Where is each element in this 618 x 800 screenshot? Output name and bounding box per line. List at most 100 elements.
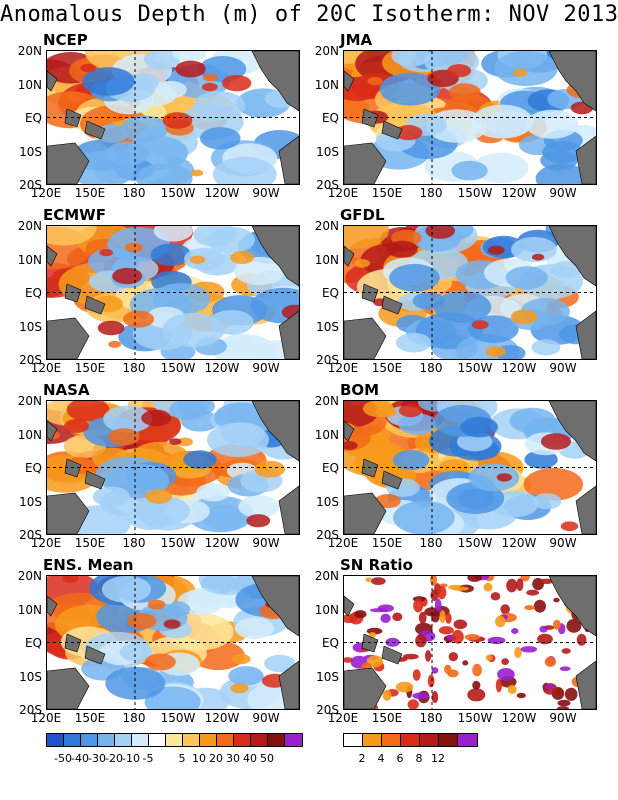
panel-title: ECMWF xyxy=(43,206,106,224)
map-frame xyxy=(343,225,597,360)
panel-title: NCEP xyxy=(43,31,88,49)
lat-tick-label: EQ xyxy=(321,111,339,125)
colorbar-tick-label: 40 xyxy=(243,752,257,765)
colorbar-swatch xyxy=(251,734,268,746)
panel-ens-mean: ENS. Mean 20N 10N EQ 10S 20S 120E 150E 180 150W 12… xyxy=(0,556,300,734)
colorbar-tick-label: 12 xyxy=(431,752,445,765)
lon-tick-label: 120E xyxy=(30,536,62,550)
panel-jma: JMA 20N 10N EQ 10S 20S 120E 150E 180 150W 120W 90W xyxy=(297,31,597,209)
anomaly-field xyxy=(344,401,596,534)
lon-tick-label: 120E xyxy=(30,361,62,375)
colorbar-swatch xyxy=(363,734,382,746)
anomaly-field xyxy=(47,401,299,534)
lat-tick-label: 20S xyxy=(19,528,42,542)
colorbar-swatch xyxy=(64,734,81,746)
map-frame xyxy=(46,400,300,535)
anomaly-field xyxy=(47,576,299,709)
map-frame xyxy=(343,400,597,535)
lon-tick-label: 180 xyxy=(122,361,146,375)
colorbar-tick-label: 20 xyxy=(209,752,223,765)
lon-tick-label: 150W xyxy=(457,536,493,550)
colorbar-tick-label: 2 xyxy=(358,752,366,765)
lon-tick-label: 120W xyxy=(501,536,537,550)
anomaly-field xyxy=(344,576,596,709)
lon-tick-label: 150E xyxy=(74,186,106,200)
colorbar-swatch xyxy=(47,734,64,746)
lon-tick-label: 180 xyxy=(122,711,146,725)
lat-tick-label: 10N xyxy=(314,77,339,92)
lat-tick-label: 10S xyxy=(316,669,339,684)
lat-tick-label: EQ xyxy=(24,111,42,125)
lon-tick-label: 90W xyxy=(252,186,280,200)
colorbar-tick-label: 10 xyxy=(192,752,206,765)
panel-title: BOM xyxy=(340,381,380,399)
anomaly-field xyxy=(47,51,299,184)
lat-tick-label: EQ xyxy=(321,286,339,300)
colorbar-swatch xyxy=(268,734,285,746)
lon-tick-label: 120W xyxy=(501,186,537,200)
colorbar-tick-label: -10 xyxy=(122,752,140,765)
lon-tick-label: 150E xyxy=(371,536,403,550)
lat-tick-label: 20S xyxy=(19,353,42,367)
lon-tick-label: 120W xyxy=(204,186,240,200)
lat-tick-label: 10S xyxy=(19,144,42,159)
lon-tick-label: 90W xyxy=(252,361,280,375)
lat-tick-label: 20N xyxy=(17,44,42,58)
lon-tick-label: 90W xyxy=(252,536,280,550)
lon-tick-label: 150W xyxy=(160,361,196,375)
lon-tick-label: 120E xyxy=(30,711,62,725)
lon-tick-label: 180 xyxy=(419,361,443,375)
panel-gfdl: GFDL 20N 10N EQ 10S 20S 120E 150E 180 150W 120W 90W xyxy=(297,206,597,384)
colorbar-tick-label: -40 xyxy=(71,752,89,765)
panel-nasa: NASA 20N 10N EQ 10S 20S 120E 150E 180 150W 120W 90W xyxy=(0,381,300,559)
lat-tick-label: 20N xyxy=(17,394,42,408)
lon-tick-label: 180 xyxy=(419,711,443,725)
lat-tick-label: 20N xyxy=(314,569,339,583)
colorbar-tick-label: -5 xyxy=(142,752,154,765)
colorbar-swatch xyxy=(98,734,115,746)
panel-ncep: NCEP 20N 10N EQ 10S 20S 120E 150E 180 150W 120W 90W xyxy=(0,31,300,209)
lat-tick-label: EQ xyxy=(321,636,339,650)
lon-tick-label: 120E xyxy=(327,711,359,725)
colorbar-swatch xyxy=(183,734,200,746)
panel-ecmwf: ECMWF 20N 10N EQ 10S 20S 120E 150E 180 150W 120W 90… xyxy=(0,206,300,384)
lat-tick-label: 10N xyxy=(17,77,42,92)
anomaly-field xyxy=(344,226,596,359)
lat-tick-label: 10N xyxy=(17,252,42,267)
colorbar-swatch xyxy=(439,734,458,746)
lon-tick-label: 150E xyxy=(74,361,106,375)
colorbar-swatch xyxy=(166,734,183,746)
lat-tick-label: 20N xyxy=(314,44,339,58)
panel-title: SN Ratio xyxy=(340,556,413,574)
colorbar-tick-label: 30 xyxy=(226,752,240,765)
sn-ratio-colorbar xyxy=(343,733,478,747)
colorbar-swatch xyxy=(217,734,234,746)
lat-tick-label: 10S xyxy=(19,669,42,684)
lon-tick-label: 150E xyxy=(371,186,403,200)
lon-tick-label: 180 xyxy=(122,186,146,200)
lon-tick-label: 150E xyxy=(74,536,106,550)
lon-tick-label: 150E xyxy=(371,361,403,375)
lon-tick-label: 90W xyxy=(549,536,577,550)
lat-tick-label: 20S xyxy=(316,353,339,367)
lat-tick-label: EQ xyxy=(24,461,42,475)
lat-tick-label: 20S xyxy=(316,178,339,192)
lon-tick-label: 150W xyxy=(457,186,493,200)
colorbar-tick-label: 4 xyxy=(377,752,385,765)
lon-tick-label: 90W xyxy=(549,186,577,200)
lat-tick-label: EQ xyxy=(321,461,339,475)
colorbar-tick-label: 6 xyxy=(396,752,404,765)
map-frame xyxy=(343,50,597,185)
lat-tick-label: EQ xyxy=(24,286,42,300)
colorbar-swatch xyxy=(420,734,439,746)
figure-title: Anomalous Depth (m) of 20C Isotherm: NOV… xyxy=(0,2,618,27)
anomaly-colorbar xyxy=(46,733,303,747)
lat-tick-label: 10N xyxy=(17,427,42,442)
lat-tick-label: 10S xyxy=(19,494,42,509)
map-frame xyxy=(343,575,597,710)
lat-tick-label: EQ xyxy=(24,636,42,650)
lat-tick-label: 10S xyxy=(19,319,42,334)
map-frame xyxy=(46,50,300,185)
lon-tick-label: 180 xyxy=(419,536,443,550)
lon-tick-label: 120E xyxy=(327,186,359,200)
